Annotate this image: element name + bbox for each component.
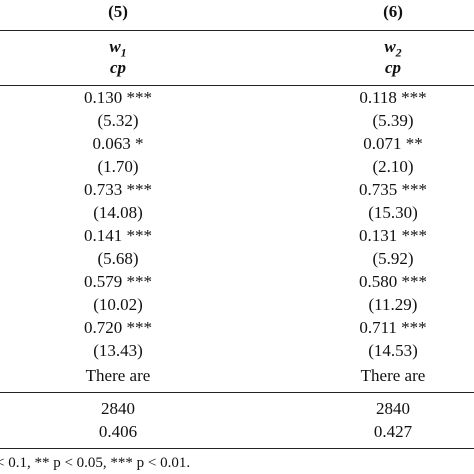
table-cell: (5.68)	[97, 249, 139, 268]
stat-cell: 2840	[101, 399, 135, 418]
table-cell: 0.130 ***	[84, 88, 152, 107]
table-cell: (13.43)	[93, 341, 143, 360]
table-cell: There are	[85, 366, 151, 385]
table-cell: 0.580 ***	[359, 272, 427, 291]
table-cell: 0.071 **	[363, 134, 423, 153]
table-cell: (5.32)	[97, 111, 139, 130]
table-cell: (10.02)	[93, 295, 143, 314]
table-cell: 0.733 ***	[84, 180, 152, 199]
var-subscript: 1	[120, 45, 127, 60]
stat-cell: 0.406	[98, 422, 138, 441]
var-name: w	[384, 37, 396, 56]
table-cell: 0.720 ***	[84, 318, 152, 337]
footnote: < 0.1, ** p < 0.05, *** p < 0.01.	[0, 455, 191, 471]
table-cell: 0.711 ***	[359, 318, 427, 337]
table-cell: 0.735 ***	[359, 180, 427, 199]
column-header: (5)	[108, 2, 128, 21]
table-cell: (11.29)	[368, 295, 418, 314]
var-subscript: 2	[395, 45, 402, 60]
table-cell: (5.39)	[372, 111, 414, 130]
rule	[0, 85, 474, 86]
var-name: w	[109, 37, 121, 56]
stat-cell: 0.427	[373, 422, 413, 441]
table-cell: (14.53)	[368, 341, 418, 360]
column-header: (6)	[383, 2, 403, 21]
method: cp	[384, 58, 402, 77]
rule	[0, 392, 474, 393]
table-cell: 0.579 ***	[84, 272, 152, 291]
table-cell: (2.10)	[372, 157, 414, 176]
dependent-var: w2	[293, 37, 474, 62]
dependent-var: w1	[18, 37, 218, 62]
rule	[0, 30, 474, 31]
table-cell: (14.08)	[93, 203, 143, 222]
table-cell: 0.141 ***	[84, 226, 152, 245]
table-cell: 0.118 ***	[359, 88, 427, 107]
table-cell: There are	[360, 366, 426, 385]
table-cell: 0.131 ***	[359, 226, 427, 245]
method: cp	[109, 58, 127, 77]
table-cell: (15.30)	[368, 203, 418, 222]
table-cell: (5.92)	[372, 249, 414, 268]
table-cell: 0.063 *	[92, 134, 144, 153]
table-cell: (1.70)	[97, 157, 139, 176]
stat-cell: 2840	[376, 399, 410, 418]
rule	[0, 448, 474, 449]
